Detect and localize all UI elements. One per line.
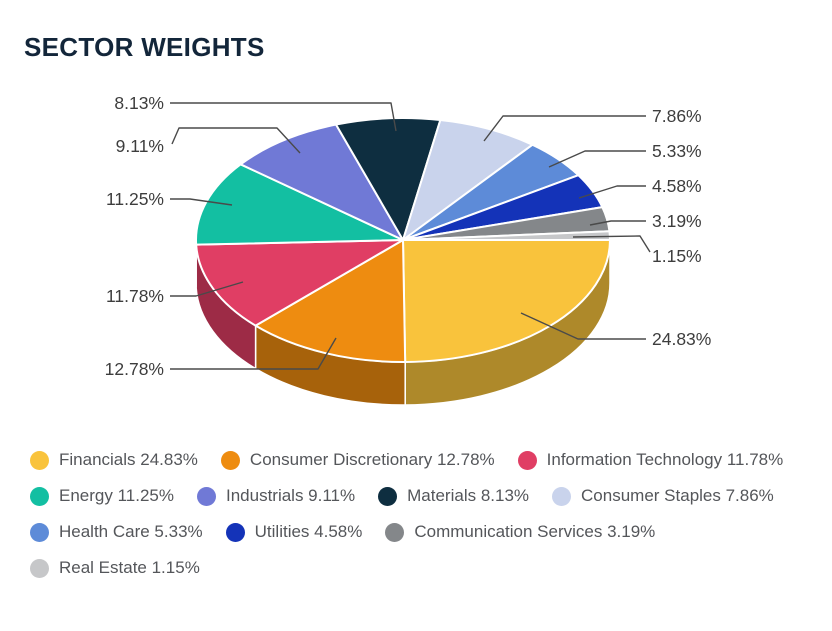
- legend-label-consumer-staples: Consumer Staples 7.86%: [581, 486, 774, 505]
- callout-value-communication-services: 3.19%: [652, 211, 702, 231]
- pie-slice-information-technology[interactable]: [195, 239, 404, 327]
- callout-line-communication-services: [589, 220, 646, 226]
- pie-slice-materials[interactable]: [335, 117, 442, 241]
- callout-value-information-technology: 11.78%: [106, 286, 164, 306]
- legend-item-materials[interactable]: Materials 8.13%: [378, 486, 529, 506]
- callout-value-financials: 24.83%: [652, 329, 711, 349]
- legend-swatch-real-estate: [30, 558, 49, 578]
- callout-line-utilities: [578, 185, 646, 199]
- callout-value-energy: 11.25%: [106, 189, 164, 209]
- legend-swatch-financials: [30, 450, 49, 470]
- legend-row: Energy 11.25% Industrials 9.11% Materials …: [30, 486, 810, 506]
- callout-line-financials: [520, 312, 646, 340]
- legend-label-materials: Materials 8.13%: [407, 486, 530, 505]
- legend-label-consumer-discretionary: Consumer Discretionary 12.78%: [249, 450, 495, 469]
- callout-value-industrials: 9.11%: [116, 136, 164, 156]
- legend-item-energy[interactable]: Energy 11.25%: [30, 486, 174, 506]
- callout-line-information-technology: [170, 281, 244, 297]
- callout-value-materials: 8.13%: [114, 93, 164, 113]
- legend-item-consumer-staples[interactable]: Consumer Staples 7.86%: [552, 486, 774, 506]
- legend-item-financials[interactable]: Financials 24.83%: [30, 450, 198, 470]
- callout-value-utilities: 4.58%: [652, 176, 702, 196]
- callout-value-consumer-staples: 7.86%: [652, 106, 702, 126]
- legend-label-energy: Energy 11.25%: [59, 486, 174, 505]
- callout-line-consumer-staples: [483, 115, 646, 142]
- legend-row: Real Estate 1.15%: [30, 558, 810, 578]
- callout-line-energy: [170, 198, 233, 206]
- legend: Financials 24.83% Consumer Discretionary …: [30, 450, 810, 594]
- pie-slice-energy[interactable]: [195, 163, 404, 246]
- legend-swatch-health-care: [30, 522, 49, 542]
- legend-row: Health Care 5.33% Utilities 4.58% Communic…: [30, 522, 810, 542]
- legend-swatch-communication-services: [385, 522, 405, 542]
- callout-line-industrials: [171, 127, 301, 154]
- legend-label-information-technology: Information Technology 11.78%: [546, 450, 784, 469]
- pie-slices: [195, 117, 611, 363]
- legend-label-real-estate: Real Estate 1.15%: [59, 558, 200, 577]
- pie-slice-consumer-staples[interactable]: [402, 119, 534, 241]
- legend-item-communication-services[interactable]: Communication Services 3.19%: [385, 522, 655, 542]
- legend-swatch-consumer-staples: [552, 486, 572, 506]
- legend-item-information-technology[interactable]: Information Technology 11.78%: [517, 450, 784, 470]
- legend-item-utilities[interactable]: Utilities 4.58%: [225, 522, 363, 542]
- sector-pie-chart: 24.83% 12.78% 11.78% 11.25% 9.11% 8.13% 7.86% 5…: [105, 93, 712, 406]
- legend-label-industrials: Industrials 9.11%: [225, 486, 356, 505]
- legend-swatch-consumer-discretionary: [220, 450, 240, 470]
- legend-row: Financials 24.83% Consumer Discretionary …: [30, 450, 810, 470]
- legend-swatch-energy: [30, 486, 49, 506]
- page-title: SECTOR WEIGHTS: [24, 32, 265, 62]
- legend-swatch-industrials: [196, 486, 216, 506]
- pie-slice-real-estate[interactable]: [402, 230, 611, 241]
- callout-value-health-care: 5.33%: [652, 141, 702, 161]
- callout-line-consumer-discretionary: [170, 337, 337, 370]
- legend-swatch-utilities: [225, 522, 245, 542]
- pie-slice-industrials[interactable]: [239, 123, 404, 241]
- legend-label-financials: Financials 24.83%: [59, 450, 198, 469]
- legend-item-health-care[interactable]: Health Care 5.33%: [30, 522, 203, 542]
- legend-label-communication-services: Communication Services 3.19%: [414, 522, 656, 541]
- legend-swatch-materials: [378, 486, 398, 506]
- callout-line-real-estate: [572, 235, 651, 253]
- pie-callouts: 24.83% 12.78% 11.78% 11.25% 9.11% 8.13% 7.86% 5…: [105, 93, 712, 379]
- pie-slice-consumer-discretionary[interactable]: [254, 239, 407, 363]
- callout-line-materials: [170, 102, 397, 132]
- callout-value-consumer-discretionary: 12.78%: [105, 359, 164, 379]
- legend-swatch-information-technology: [517, 450, 537, 470]
- callout-value-real-estate: 1.15%: [652, 246, 702, 266]
- callout-line-health-care: [548, 150, 646, 168]
- legend-item-industrials[interactable]: Industrials 9.11%: [196, 486, 356, 506]
- legend-label-health-care: Health Care 5.33%: [59, 522, 203, 541]
- legend-label-utilities: Utilities 4.58%: [254, 522, 363, 541]
- legend-item-consumer-discretionary[interactable]: Consumer Discretionary 12.78%: [220, 450, 495, 470]
- legend-item-real-estate[interactable]: Real Estate 1.15%: [30, 558, 200, 578]
